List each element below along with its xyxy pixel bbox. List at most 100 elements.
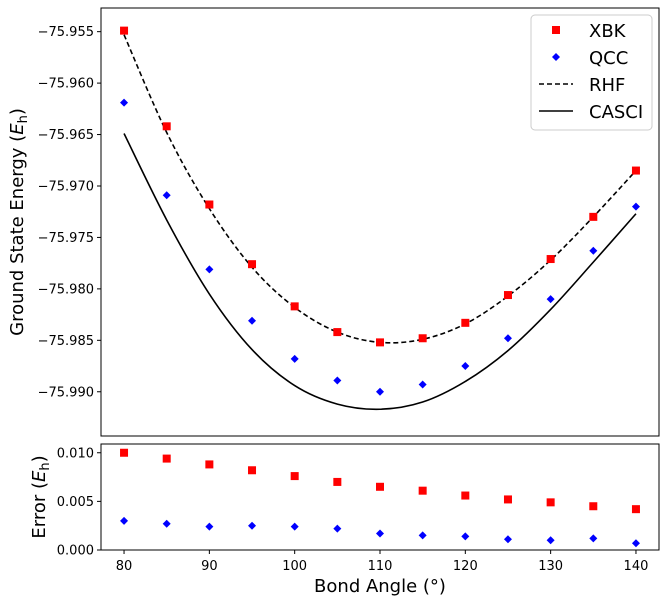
error-qcc-point-12 (631, 539, 640, 548)
error-y-label-main: Error ( (29, 482, 50, 539)
energy-y-tick-label-5: −75.980 (38, 282, 94, 297)
energy-xbk-point-10 (546, 255, 555, 264)
error-qcc-point-4 (290, 522, 299, 531)
energy-y-tick-label-2: −75.965 (38, 128, 94, 143)
x-tick-label-0: 80 (116, 559, 133, 574)
error-xbk-point-11 (589, 502, 598, 511)
legend-marker-xbk (552, 26, 560, 34)
energy-qcc-point-3 (248, 316, 257, 325)
legend-label-rhf: RHF (589, 75, 625, 96)
error-qcc-point-2 (205, 522, 214, 531)
energy-qcc-point-4 (290, 354, 299, 363)
error-x-axis: 80 90 100 110 120 130 140 (116, 550, 649, 574)
energy-qcc-point-5 (333, 376, 342, 385)
energy-y-tick-label-4: −75.975 (38, 231, 94, 246)
error-qcc-point-10 (546, 536, 555, 545)
error-points (120, 448, 640, 548)
energy-xbk-point-12 (631, 166, 640, 175)
error-y-label-close: ) (29, 455, 50, 462)
energy-y-label-close: ) (7, 108, 28, 115)
error-y-label-symbol: E (29, 470, 50, 482)
x-tick-label-5: 130 (538, 559, 563, 574)
energy-lines (123, 34, 637, 411)
energy-y-tick-label-7: −75.990 (38, 385, 94, 400)
error-qcc-point-7 (418, 531, 427, 540)
energy-y-tick-label-3: −75.970 (38, 179, 94, 194)
error-xbk-point-4 (290, 472, 299, 481)
error-y-tick-label-2: 0.010 (57, 446, 94, 461)
energy-qcc-point-9 (503, 334, 512, 343)
error-xbk-point-10 (546, 498, 555, 507)
legend-marker-qcc (552, 53, 560, 61)
legend-frame (530, 14, 653, 131)
error-xbk-point-8 (461, 491, 470, 500)
legend-item-rhf: RHF (539, 75, 625, 96)
error-xbk-point-2 (205, 460, 214, 469)
energy-qcc-point-0 (120, 98, 129, 107)
energy-xbk-point-11 (589, 212, 598, 221)
error-xbk-point-0 (120, 448, 129, 457)
energy-xbk-point-7 (418, 334, 427, 343)
error-qcc-point-5 (333, 524, 342, 533)
legend-label-qcc: QCC (589, 48, 628, 69)
energy-xbk-point-3 (248, 260, 257, 269)
error-y-tick-label-1: 0.005 (57, 495, 94, 510)
energy-qcc-point-1 (162, 191, 171, 200)
error-panel: 0.000 0.005 0.010 80 90 100 110 120 130 140 Erro… (29, 443, 660, 597)
error-qcc-point-3 (248, 521, 257, 530)
energy-qcc-point-8 (461, 362, 470, 371)
error-xbk-point-7 (418, 486, 427, 495)
error-xbk-point-9 (503, 495, 512, 504)
energy-qcc-point-10 (546, 295, 555, 304)
energy-xbk-point-5 (333, 328, 342, 337)
energy-rhf-line (123, 34, 637, 344)
error-qcc-point-8 (461, 532, 470, 541)
legend-item-xbk: XBK (552, 21, 627, 42)
energy-xbk-point-4 (290, 302, 299, 311)
error-xbk-point-5 (333, 477, 342, 486)
error-qcc-point-0 (120, 516, 129, 525)
error-xbk-point-1 (162, 454, 171, 463)
energy-y-axis: −75.955 −75.960 −75.965 −75.970 −75.975 −75.9… (38, 25, 101, 400)
error-y-axis: 0.000 0.005 0.010 (57, 446, 101, 559)
x-tick-label-1: 90 (201, 559, 218, 574)
error-y-label-subscript: h (38, 462, 53, 470)
error-y-tick-label-0: 0.000 (57, 544, 94, 559)
error-qcc-point-9 (503, 535, 512, 544)
energy-qcc-point-2 (205, 265, 214, 274)
energy-y-tick-label-6: −75.985 (38, 334, 94, 349)
energy-points (120, 26, 640, 396)
x-tick-label-2: 100 (282, 559, 307, 574)
energy-y-label-subscript: h (16, 115, 31, 123)
energy-y-axis-label: Ground State Energy (Eh) (7, 108, 31, 336)
energy-qcc-point-11 (589, 246, 598, 255)
energy-xbk-point-6 (376, 338, 384, 347)
energy-y-tick-label-0: −75.955 (38, 25, 94, 40)
error-xbk-point-12 (631, 505, 640, 514)
energy-y-tick-label-1: −75.960 (38, 77, 94, 92)
error-xbk-point-3 (248, 466, 257, 475)
legend: XBK QCC RHF CASCI (530, 14, 653, 131)
legend-label-casci: CASCI (589, 102, 643, 123)
energy-xbk-point-2 (205, 200, 214, 209)
error-y-axis-label: Error (Eh) (29, 455, 53, 538)
legend-item-casci: CASCI (539, 102, 643, 123)
energy-xbk-point-9 (503, 291, 512, 300)
energy-y-label-main: Ground State Energy ( (7, 135, 28, 336)
energy-casci-line (123, 133, 637, 411)
x-tick-label-6: 140 (624, 559, 649, 574)
error-qcc-point-1 (162, 519, 171, 528)
error-qcc-point-6 (376, 529, 384, 538)
legend-label-xbk: XBK (589, 21, 627, 42)
energy-qcc-point-6 (376, 387, 384, 396)
energy-y-label-symbol: E (7, 123, 28, 135)
x-axis-label: Bond Angle (°) (314, 576, 446, 597)
energy-panel: −75.955 −75.960 −75.965 −75.970 −75.975 −75.9… (7, 7, 660, 437)
energy-qcc-point-12 (631, 202, 640, 211)
error-qcc-point-11 (589, 534, 598, 543)
legend-item-qcc: QCC (552, 48, 628, 69)
energy-xbk-point-8 (461, 318, 470, 327)
error-xbk-point-6 (376, 482, 384, 491)
energy-qcc-point-7 (418, 380, 427, 389)
